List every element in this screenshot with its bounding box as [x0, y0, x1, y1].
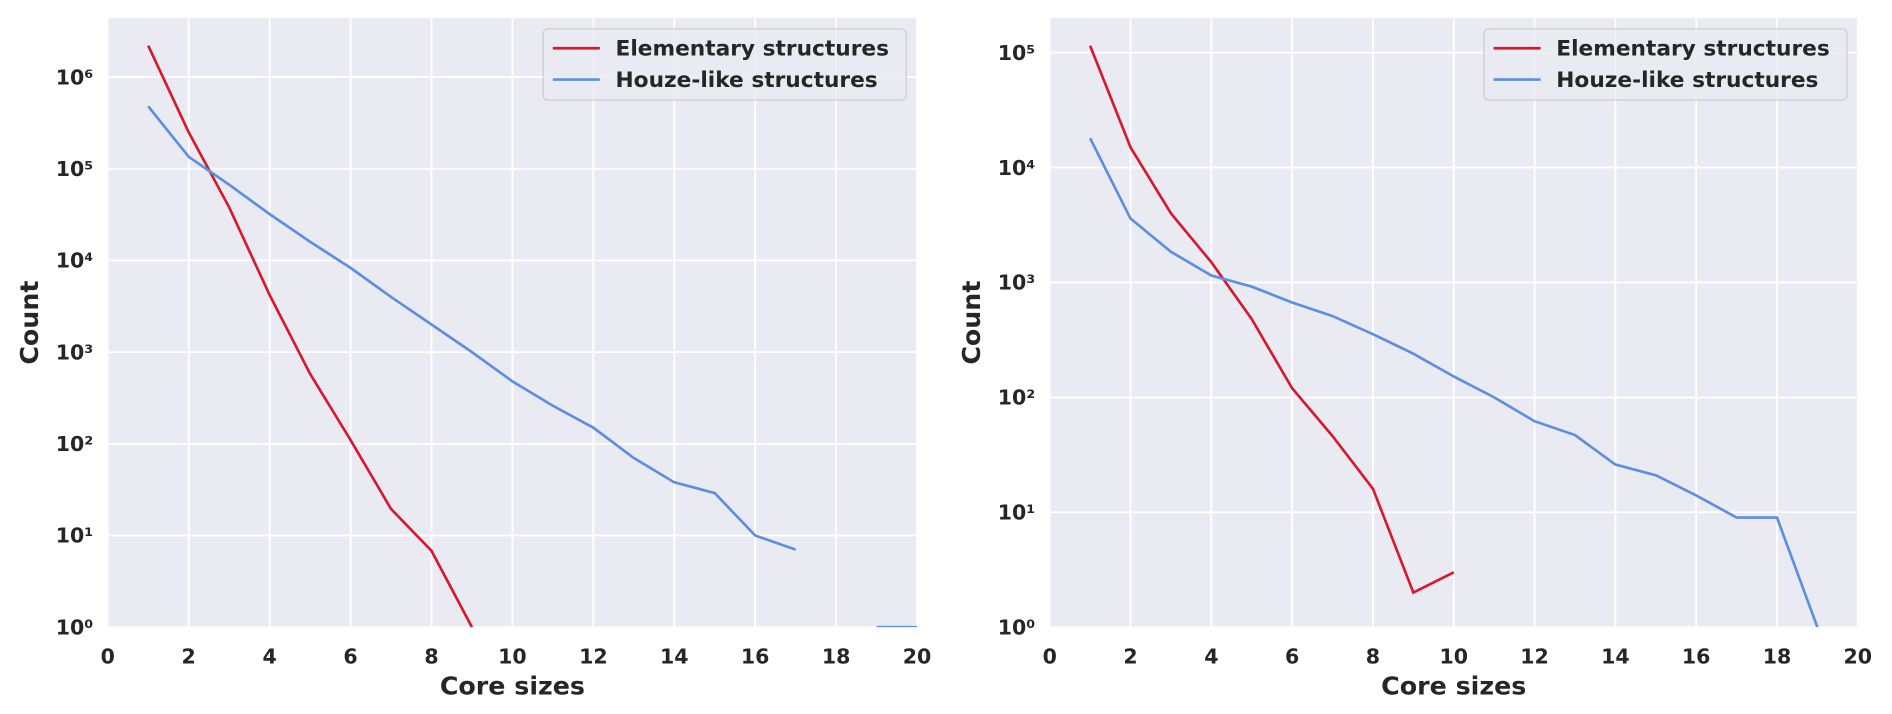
data-line	[147, 45, 474, 628]
chart: 0 2 4 6 8 10 12 14 16 18 20 10⁰ 10¹ 10² 10³ 10⁴ 10⁵ Core …	[956, 18, 1872, 701]
y-tick-label: 10³	[56, 340, 94, 364]
x-tick-label: 0	[101, 644, 115, 668]
x-tick-label: 6	[1285, 644, 1299, 668]
x-tick-label: 12	[1520, 644, 1549, 668]
x-tick-label: 0	[1043, 644, 1057, 668]
y-axis-label: Count	[956, 281, 986, 365]
x-tick-label: 10	[498, 644, 527, 668]
x-tick-label: 10	[1439, 644, 1468, 668]
legend-label: Houze-like structures	[616, 68, 878, 93]
x-tick-label: 14	[660, 644, 689, 668]
x-tick-label: 6	[343, 644, 357, 668]
y-tick-label: 10²	[998, 386, 1036, 410]
x-tick-label: 8	[424, 644, 438, 668]
x-tick-label: 16	[741, 644, 770, 668]
x-tick-label: 18	[822, 644, 851, 668]
x-tick-label: 20	[1844, 644, 1873, 668]
x-axis-label: Core sizes	[1381, 671, 1526, 701]
x-tick-label: 18	[1763, 644, 1792, 668]
legend-label: Houze-like structures	[1556, 68, 1818, 93]
y-tick-label: 10⁵	[998, 41, 1036, 65]
y-tick-label: 10⁰	[998, 615, 1036, 639]
x-tick-label: 14	[1601, 644, 1630, 668]
x-tick-label: 2	[182, 644, 196, 668]
y-tick-label: 10¹	[56, 524, 94, 548]
y-tick-label: 10⁴	[56, 249, 94, 273]
x-tick-label: 2	[1123, 644, 1137, 668]
legend-label: Elementary structures	[616, 36, 889, 61]
legend-label: Elementary structures	[1556, 36, 1829, 61]
x-tick-label: 4	[1204, 644, 1218, 668]
y-tick-label: 10²	[56, 432, 94, 456]
y-tick-label: 10⁵	[56, 157, 94, 181]
y-tick-label: 10⁴	[998, 156, 1036, 180]
y-axis-label: Count	[14, 281, 44, 365]
y-tick-label: 10⁶	[56, 65, 94, 89]
x-axis-label: Core sizes	[440, 671, 585, 701]
legend-box	[1483, 28, 1848, 101]
y-tick-label: 10¹	[998, 501, 1036, 525]
y-tick-label: 10³	[998, 271, 1036, 295]
x-tick-label: 20	[903, 644, 932, 668]
x-tick-label: 16	[1682, 644, 1711, 668]
x-tick-label: 4	[262, 644, 276, 668]
data-line	[147, 105, 918, 628]
legend-box	[542, 28, 907, 101]
data-line	[1088, 137, 1819, 628]
x-tick-label: 8	[1366, 644, 1380, 668]
x-tick-label: 12	[579, 644, 608, 668]
chart: 0 2 4 6 8 10 12 14 16 18 20 10⁰ 10¹ 10² 10³ 10⁴ 10⁵ 10⁶ Co…	[14, 18, 931, 701]
data-line	[1088, 45, 1455, 595]
y-tick-label: 10⁰	[56, 615, 94, 639]
